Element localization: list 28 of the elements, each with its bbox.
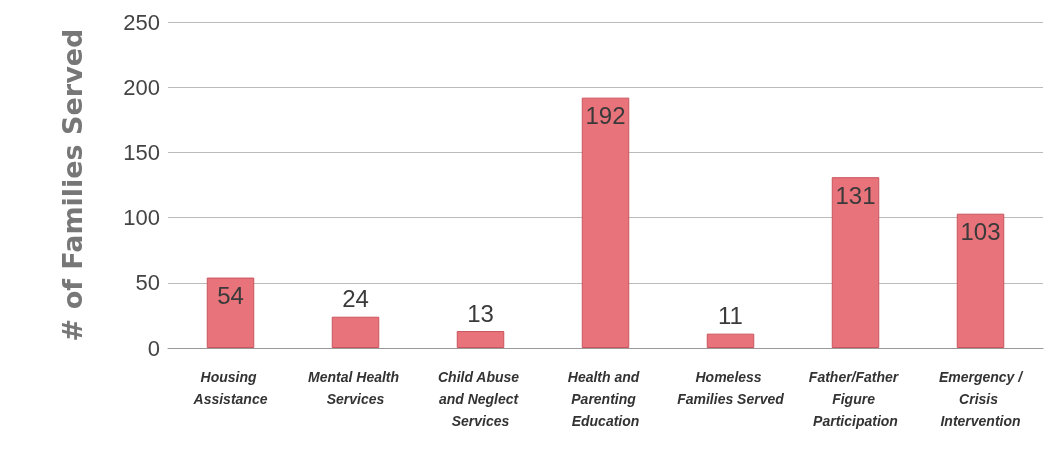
data-label: 13	[467, 299, 494, 327]
data-label: 131	[835, 181, 876, 209]
y-tick-label: 0	[147, 335, 160, 361]
bar	[706, 333, 755, 348]
y-tick-label: 200	[123, 74, 160, 100]
x-tick-label: Father/Father Figure Participation	[808, 369, 903, 429]
y-tick-label: 50	[135, 270, 160, 296]
bar	[581, 97, 630, 348]
y-axis-title: # of Families Served	[56, 28, 88, 342]
data-label: 103	[960, 218, 1001, 246]
x-tick-label: Health and Parenting Education	[567, 369, 644, 429]
y-tick-label: 150	[123, 139, 160, 165]
bar	[206, 277, 255, 348]
bar	[331, 316, 380, 348]
bar	[956, 213, 1005, 348]
x-tick-label: Emergency /Crisis Intervention	[938, 369, 1025, 429]
data-label: 192	[585, 102, 626, 130]
data-label: 24	[342, 285, 369, 313]
x-tick-label: Mental Health Services	[308, 369, 403, 407]
data-label: 54	[217, 282, 244, 310]
bar	[456, 331, 505, 348]
bar	[831, 177, 880, 348]
x-tick-label: Housing Assistance	[192, 369, 268, 407]
x-tick-label: Homeless Families Served	[677, 369, 785, 407]
data-label: 11	[718, 302, 743, 330]
y-tick-label: 100	[123, 205, 160, 231]
y-tick-label: 250	[123, 9, 160, 35]
x-tick-label: Child Abuse and Neglect Services	[437, 369, 524, 429]
